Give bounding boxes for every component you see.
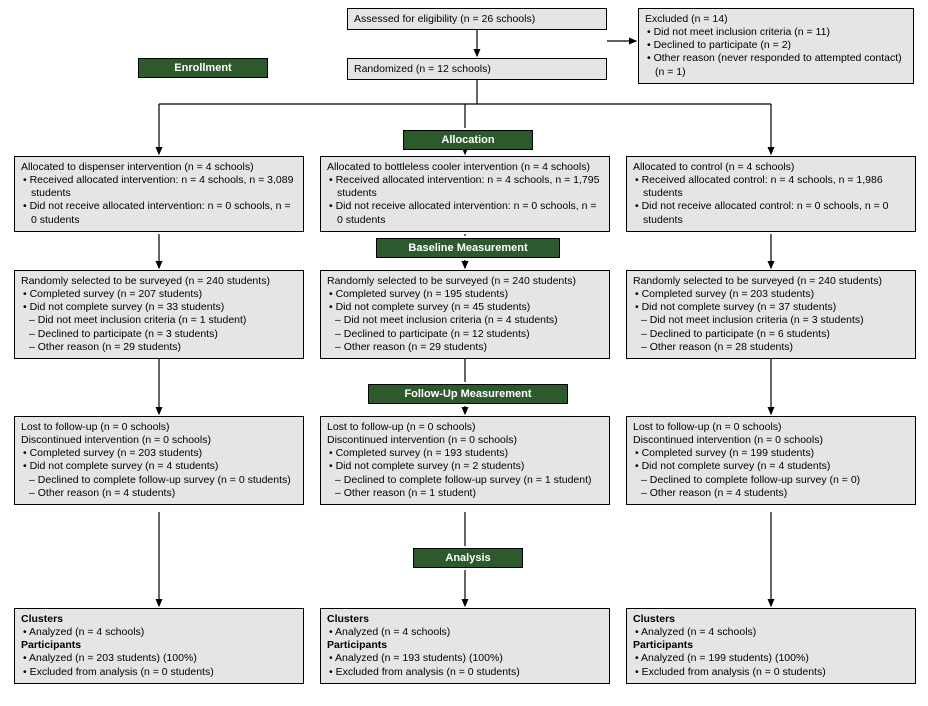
alloc-col2: Allocated to bottleless cooler intervent… (320, 156, 610, 232)
excluded-b2: Declined to participate (n = 2) (645, 39, 907, 52)
followup-col2: Lost to follow-up (n = 0 schools) Discon… (320, 416, 610, 505)
b2-not: Did not complete survey (n = 45 students… (327, 301, 603, 314)
b1-not: Did not complete survey (n = 33 students… (21, 301, 297, 314)
phase-followup: Follow-Up Measurement (368, 384, 568, 404)
b3-not: Did not complete survey (n = 37 students… (633, 301, 909, 314)
analysis-col1: Clusters Analyzed (n = 4 schools) Partic… (14, 608, 304, 684)
consort-flowchart: Assessed for eligibility (n = 26 schools… (8, 8, 920, 698)
b2-completed: Completed survey (n = 195 students) (327, 288, 603, 301)
b2-d2: Declined to participate (n = 12 students… (327, 328, 603, 341)
alloc-col1: Allocated to dispenser intervention (n =… (14, 156, 304, 232)
b2-d3: Other reason (n = 29 students) (327, 341, 603, 354)
phase-analysis: Analysis (413, 548, 523, 568)
followup-col3: Lost to follow-up (n = 0 schools) Discon… (626, 416, 916, 505)
b1-d1: Did not meet inclusion criteria (n = 1 s… (21, 314, 297, 327)
followup-col1: Lost to follow-up (n = 0 schools) Discon… (14, 416, 304, 505)
assessed-box: Assessed for eligibility (n = 26 schools… (347, 8, 607, 30)
b3-completed: Completed survey (n = 203 students) (633, 288, 909, 301)
phase-enrollment: Enrollment (138, 58, 268, 78)
b3-d2: Declined to participate (n = 6 students) (633, 328, 909, 341)
baseline-col1: Randomly selected to be surveyed (n = 24… (14, 270, 304, 359)
excluded-box: Excluded (n = 14) Did not meet inclusion… (638, 8, 914, 84)
b1-d2: Declined to participate (n = 3 students) (21, 328, 297, 341)
assessed-text: Assessed for eligibility (n = 26 schools… (354, 13, 535, 25)
randomized-box: Randomized (n = 12 schools) (347, 58, 607, 80)
alloc-col3: Allocated to control (n = 4 schools) Rec… (626, 156, 916, 232)
excluded-b3: Other reason (never responded to attempt… (645, 52, 907, 78)
phase-allocation: Allocation (403, 130, 533, 150)
excluded-title: Excluded (n = 14) (645, 13, 907, 26)
b1-completed: Completed survey (n = 207 students) (21, 288, 297, 301)
baseline-col3: Randomly selected to be surveyed (n = 24… (626, 270, 916, 359)
b3-d3: Other reason (n = 28 students) (633, 341, 909, 354)
b3-d1: Did not meet inclusion criteria (n = 3 s… (633, 314, 909, 327)
b1-d3: Other reason (n = 29 students) (21, 341, 297, 354)
randomized-text: Randomized (n = 12 schools) (354, 63, 491, 75)
phase-baseline: Baseline Measurement (376, 238, 560, 258)
analysis-col2: Clusters Analyzed (n = 4 schools) Partic… (320, 608, 610, 684)
excluded-b1: Did not meet inclusion criteria (n = 11) (645, 26, 907, 39)
b2-d1: Did not meet inclusion criteria (n = 4 s… (327, 314, 603, 327)
baseline-col2: Randomly selected to be surveyed (n = 24… (320, 270, 610, 359)
analysis-col3: Clusters Analyzed (n = 4 schools) Partic… (626, 608, 916, 684)
